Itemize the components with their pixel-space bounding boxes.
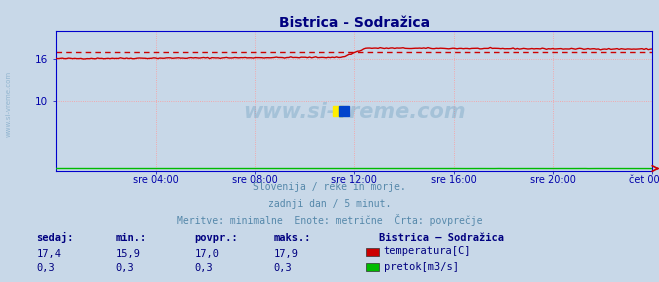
Title: Bistrica - Sodražica: Bistrica - Sodražica bbox=[279, 16, 430, 30]
Text: 17,0: 17,0 bbox=[194, 249, 219, 259]
Text: povpr.:: povpr.: bbox=[194, 233, 238, 243]
Text: 17,4: 17,4 bbox=[36, 249, 61, 259]
Text: 0,3: 0,3 bbox=[115, 263, 134, 273]
Text: min.:: min.: bbox=[115, 233, 146, 243]
Text: 0,3: 0,3 bbox=[194, 263, 213, 273]
Text: www.si-vreme.com: www.si-vreme.com bbox=[5, 71, 11, 137]
Text: Slovenija / reke in morje.: Slovenija / reke in morje. bbox=[253, 182, 406, 192]
Text: 0,3: 0,3 bbox=[273, 263, 292, 273]
Text: 15,9: 15,9 bbox=[115, 249, 140, 259]
Text: Bistrica – Sodražica: Bistrica – Sodražica bbox=[379, 233, 504, 243]
Text: 0,3: 0,3 bbox=[36, 263, 55, 273]
Text: www.si-vreme.com: www.si-vreme.com bbox=[243, 102, 465, 122]
Text: 17,9: 17,9 bbox=[273, 249, 299, 259]
Text: pretok[m3/s]: pretok[m3/s] bbox=[384, 262, 459, 272]
Text: temperatura[C]: temperatura[C] bbox=[384, 246, 471, 256]
Text: maks.:: maks.: bbox=[273, 233, 311, 243]
Text: Meritve: minimalne  Enote: metrične  Črta: povprečje: Meritve: minimalne Enote: metrične Črta:… bbox=[177, 214, 482, 226]
Text: zadnji dan / 5 minut.: zadnji dan / 5 minut. bbox=[268, 199, 391, 209]
Text: sedaj:: sedaj: bbox=[36, 232, 74, 243]
